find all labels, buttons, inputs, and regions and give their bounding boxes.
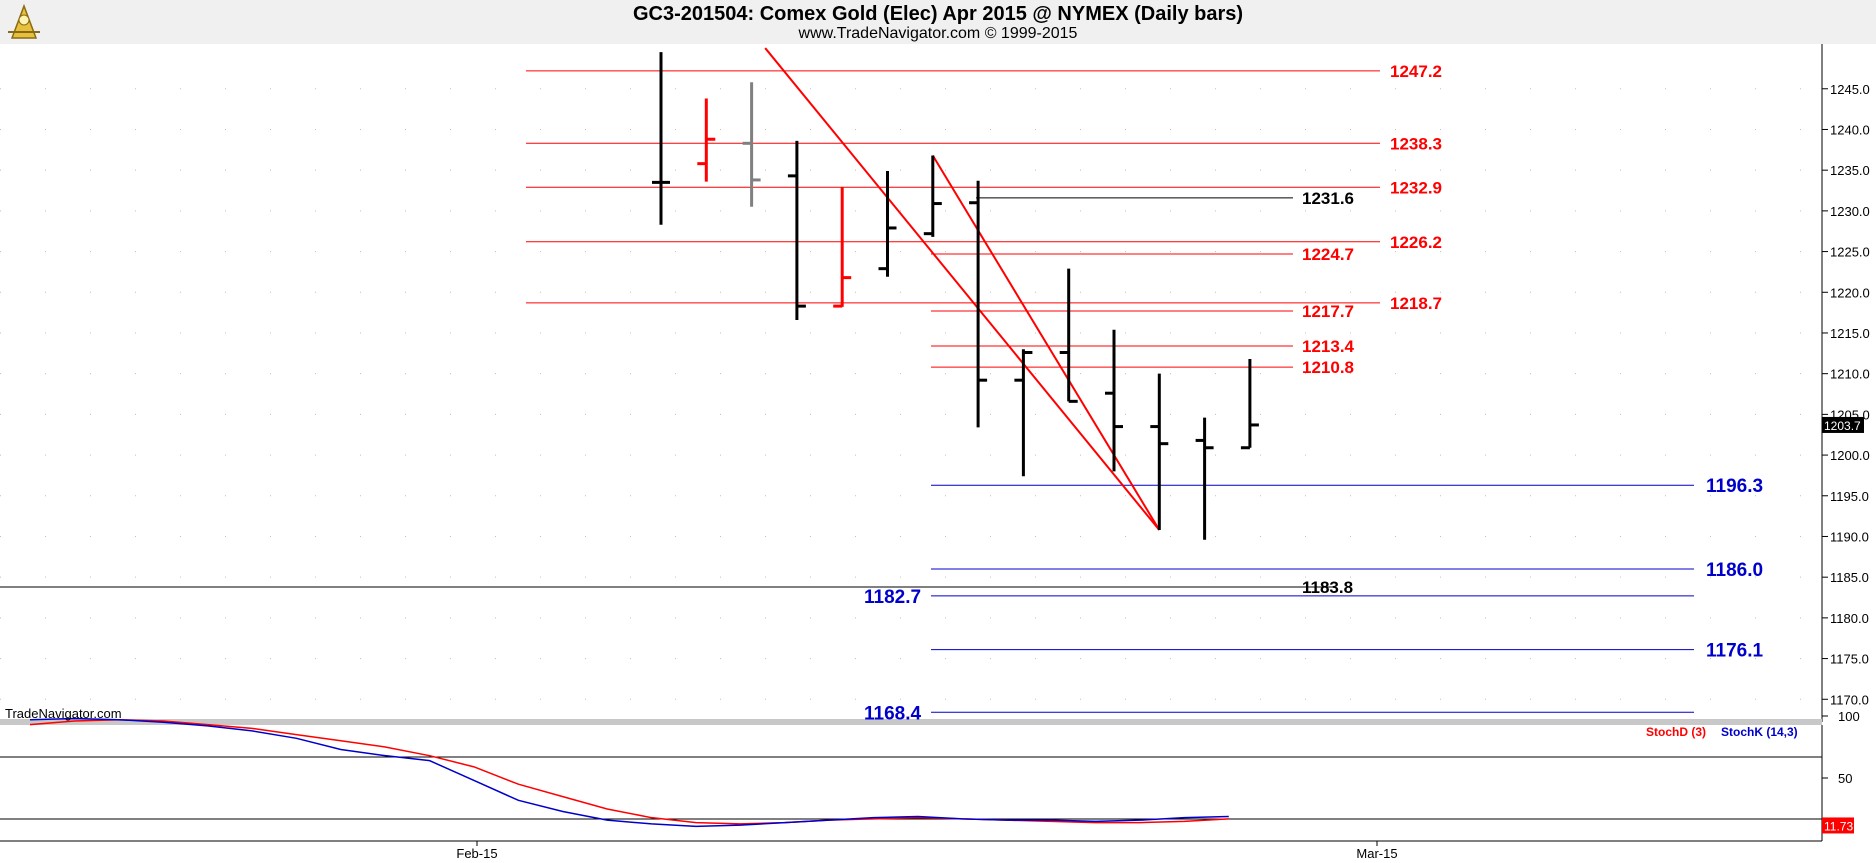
last-price-label: 1203.7 xyxy=(1824,419,1861,433)
watermark: TradeNavigator.com xyxy=(5,706,122,721)
trend-line xyxy=(931,155,1161,531)
price-level-label: 1213.4 xyxy=(1302,337,1355,356)
chart-subtitle: www.TradeNavigator.com © 1999-2015 xyxy=(798,25,1078,42)
price-tick-label: 1210.0 xyxy=(1830,367,1870,382)
ohlc-bar xyxy=(742,82,761,207)
price-tick-label: 1195.0 xyxy=(1830,489,1869,504)
stochD-line xyxy=(29,718,1229,825)
ohlc-bar xyxy=(878,170,897,277)
support-level-label: 1196.3 xyxy=(1706,476,1763,497)
price-level-label: 1217.7 xyxy=(1302,302,1354,321)
price-level-label: 1210.8 xyxy=(1302,358,1354,377)
ohlc-bar xyxy=(697,98,716,182)
title-bar: GC3-201504: Comex Gold (Elec) Apr 2015 @… xyxy=(0,0,1876,44)
ohlc-bar xyxy=(652,52,670,225)
price-tick-label: 1175.0 xyxy=(1830,652,1869,667)
price-tick-label: 1200.0 xyxy=(1830,448,1870,463)
price-tick-label: 1235.0 xyxy=(1830,163,1870,178)
price-level-label: 1247.2 xyxy=(1390,62,1442,81)
ohlc-bar xyxy=(1014,349,1033,477)
ohlc-bar xyxy=(1195,417,1214,540)
stoch-tick-label: 50 xyxy=(1838,771,1852,786)
price-level-label: 1231.6 xyxy=(1302,189,1354,208)
date-tick-label: Mar-15 xyxy=(1356,846,1397,861)
trade-navigator-logo-icon xyxy=(8,3,40,39)
price-level-label: 1224.7 xyxy=(1302,245,1354,264)
stochK-legend: StochK (14,3) xyxy=(1721,725,1798,739)
price-tick-label: 1225.0 xyxy=(1830,245,1870,260)
ohlc-bar xyxy=(1059,268,1078,403)
price-level-label: 1226.2 xyxy=(1390,233,1442,252)
price-level-label: 1238.3 xyxy=(1390,134,1442,153)
last-price-box xyxy=(1822,416,1864,433)
stoch-tick-label: 100 xyxy=(1838,709,1860,724)
stoch-last-label: 11.73 xyxy=(1824,819,1853,833)
ohlc-bar xyxy=(833,187,852,308)
price-tick-label: 1185.0 xyxy=(1830,570,1869,585)
support-level-label: 1182.7 xyxy=(864,587,921,608)
stochD-legend: StochD (3) xyxy=(1646,725,1706,739)
price-tick-label: 1215.0 xyxy=(1830,326,1870,341)
price-tick-label: 1220.0 xyxy=(1830,285,1870,300)
price-tick-label: 1245.0 xyxy=(1830,82,1870,97)
ohlc-bar xyxy=(1150,373,1169,530)
price-tick-label: 1180.0 xyxy=(1830,611,1869,626)
ohlc-bar xyxy=(923,155,942,237)
price-tick-label: 1170.0 xyxy=(1830,692,1869,707)
price-tick-label: 1230.0 xyxy=(1830,204,1870,219)
stoch-last-box xyxy=(1822,817,1854,834)
ohlc-bar xyxy=(787,140,806,320)
support-level-label: 1176.1 xyxy=(1706,641,1763,662)
price-level-label: 1218.7 xyxy=(1390,294,1442,313)
chart-title: GC3-201504: Comex Gold (Elec) Apr 2015 @… xyxy=(632,3,1244,25)
support-level-label: 1186.0 xyxy=(1706,560,1763,581)
date-tick-label: Feb-15 xyxy=(456,846,497,861)
price-level-label: 1232.9 xyxy=(1390,178,1442,197)
ohlc-bar xyxy=(969,180,988,428)
trend-line xyxy=(764,47,1161,531)
ohlc-bar xyxy=(1240,359,1259,450)
price-tick-label: 1240.0 xyxy=(1830,122,1870,137)
stochK-line xyxy=(29,717,1229,828)
support-level-label: 1168.4 xyxy=(864,703,921,724)
price-tick-label: 1190.0 xyxy=(1830,529,1869,544)
ohlc-bar xyxy=(1105,329,1123,472)
